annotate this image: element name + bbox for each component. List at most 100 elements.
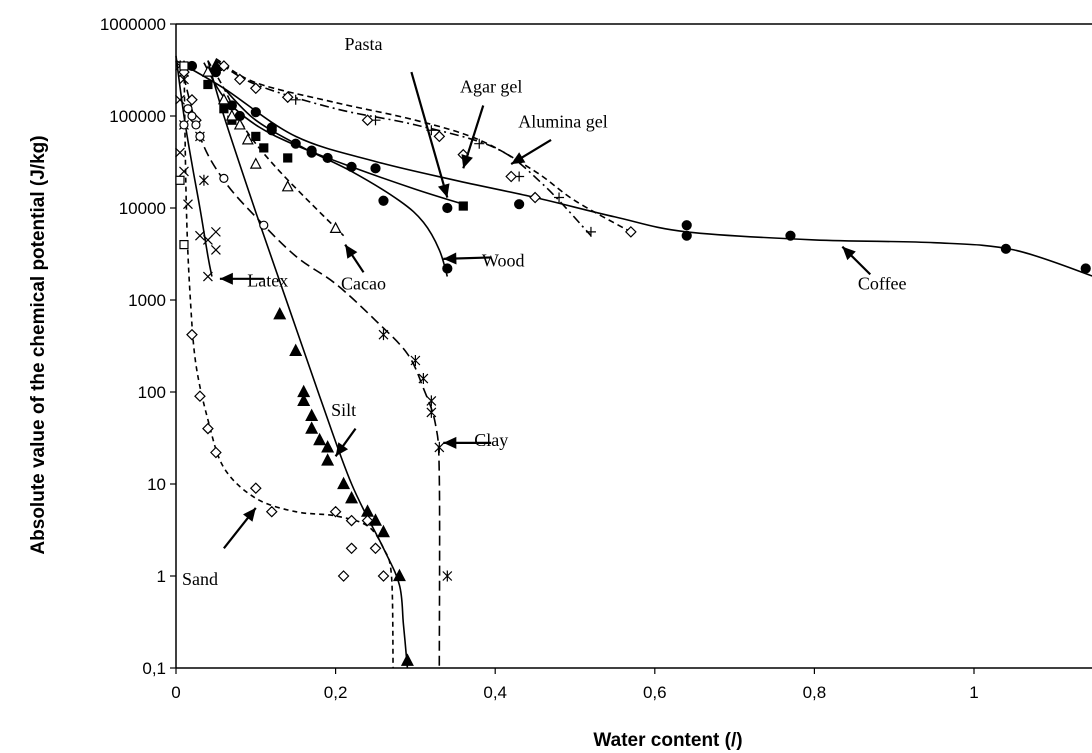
arrow-head-alumina-gel [511,152,526,165]
y-tick-label: 1000000 [100,15,166,34]
arrow-head-silt [335,442,349,457]
point-coffee [250,107,261,118]
point-pasta [251,131,261,142]
point-latex [210,226,221,237]
y-tick-label: 1 [157,567,166,586]
point-agar-gel [290,94,301,105]
point-sand [265,505,278,518]
point-silt [369,513,382,526]
x-tick-label: 1 [969,683,978,702]
x-axis-title: Water content (/) [593,730,742,751]
arrow-head-cacao [345,244,358,259]
point-circle-open [259,220,269,230]
point-wood [306,147,317,158]
point-coffee [1080,263,1091,274]
point-sand [202,422,214,435]
point-pasta [283,153,293,163]
y-tick-label: 0,1 [142,659,166,678]
curve-cacao [207,60,345,237]
point-silt [321,453,335,466]
point-square-open [179,61,189,71]
point-sand [345,514,358,527]
point-clay [410,354,421,366]
point-square-open [175,175,185,185]
point-wood [442,263,453,274]
y-axis-title: Absolute value of the chemical potential… [28,135,49,554]
point-cacao [225,109,238,121]
point-clay [199,174,209,186]
point-circle-open [183,104,193,114]
curve-pasta [203,62,464,205]
point-coffee [442,202,453,214]
point-cacao [241,133,254,145]
y-tick-label: 10000 [119,199,166,218]
point-sand [377,570,390,582]
point-latex [210,245,221,255]
curve-sand [183,60,394,669]
point-agar-gel [474,138,485,149]
point-coffee [290,138,301,149]
point-sand [337,570,350,582]
point-silt [305,421,319,434]
point-clay [426,395,437,407]
point-alumina-gel [218,60,230,72]
point-wood [266,125,277,136]
label-alumina-gel: Alumina gel [518,111,607,131]
point-latex [179,74,189,85]
point-coffee [681,220,692,231]
point-sand [369,542,382,555]
x-tick-label: 0,6 [643,683,667,702]
point-coffee [514,199,525,210]
label-wood: Wood [482,251,525,271]
point-silt [345,490,359,504]
point-silt [289,343,303,356]
annotations: Pasta Agar gel Alumina gel Wood Cacao Coffee L… [182,34,907,589]
point-cacao [233,118,246,130]
point-clay [434,441,445,453]
point-sand [329,505,342,518]
point-latex [195,230,205,241]
point-latex [202,234,213,245]
point-silt [321,440,335,453]
point-silt [273,306,287,320]
curve-coffee [175,59,1092,277]
point-circle-open [187,111,197,121]
point-pasta [203,79,213,90]
point-alumina-gel [505,170,518,183]
label-clay: Clay [474,430,508,450]
point-alumina-gel [433,130,446,143]
point-coffee [1000,243,1012,254]
axes: 0,1 1 10 100 1000 10000 100000 1000000 0 0,2 0,4 0,… [100,15,1092,702]
point-silt [209,58,223,72]
point-agar-gel [585,226,596,237]
point-silt [400,653,414,666]
point-cacao [249,157,262,169]
arrow-shaft-pasta [410,71,449,198]
point-alumina-gel [625,226,637,238]
point-circle-open [191,120,201,130]
curve-silt [207,60,409,669]
label-agar-gel: Agar gel [460,77,522,97]
x-tick-label: 0 [171,683,180,702]
x-tick-label: 0,2 [324,683,348,702]
point-latex [175,147,185,158]
point-silt [305,408,319,421]
y-tick-label: 100000 [109,107,166,126]
arrow-head-clay [443,436,457,449]
label-latex: Latex [247,271,288,291]
point-cacao [217,93,230,105]
x-tick-label: 0,8 [803,683,827,702]
arrow-head-pasta [437,183,450,198]
label-cacao: Cacao [341,274,386,294]
point-silt [313,432,327,446]
point-cacao [329,221,342,234]
point-silt [392,568,406,582]
point-pasta [219,104,229,114]
point-circle-open [195,131,205,142]
point-coffee [322,152,333,164]
y-tick-label: 1000 [128,291,166,310]
point-coffee [186,60,198,72]
point-cacao [201,65,214,77]
point-alumina-gel [529,191,541,204]
